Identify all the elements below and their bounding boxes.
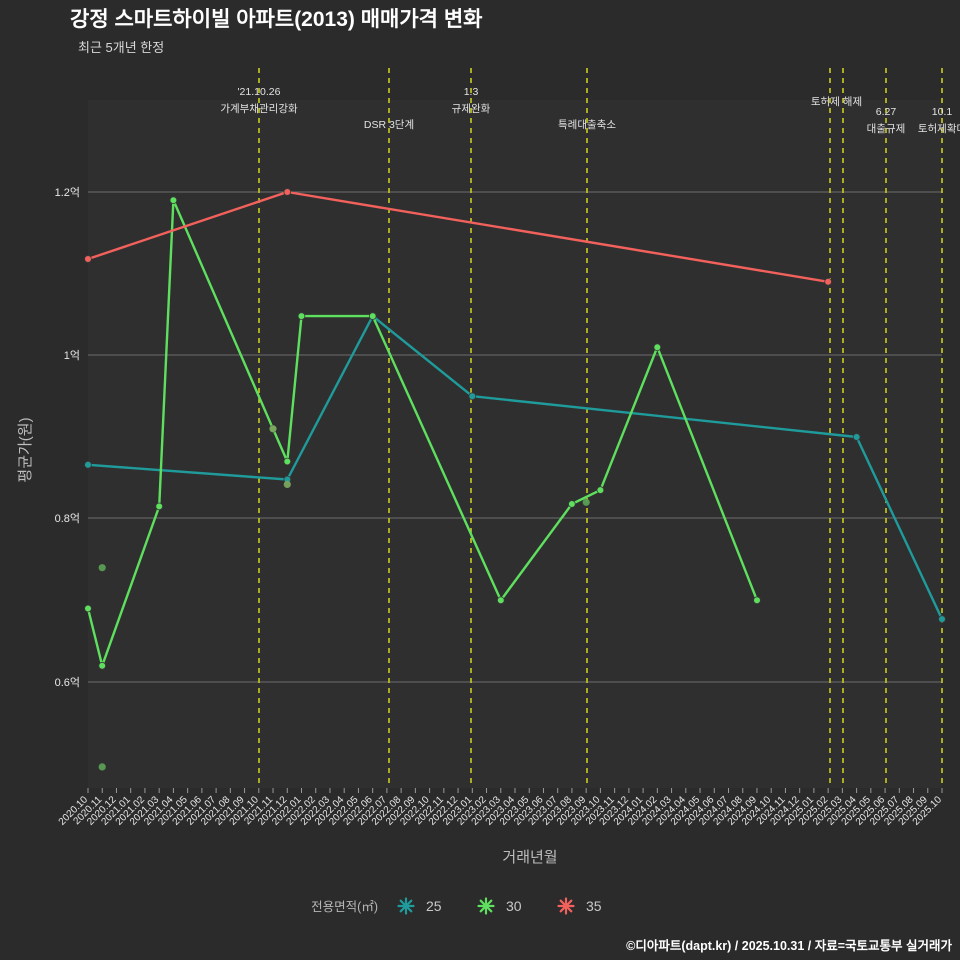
legend-item-25[interactable]: 25 <box>397 897 442 915</box>
data-point-25 <box>84 460 92 469</box>
chart-subtitle: 최근 5개년 한정 <box>78 40 164 55</box>
page-title: 강정 스마트하이빌 아파트(2013) 매매가격 변화 <box>70 8 483 31</box>
event-vertical-lines-group <box>258 68 943 788</box>
data-point-30 <box>98 661 106 670</box>
legend-marker-icon <box>399 899 413 913</box>
data-point-30 <box>496 596 505 605</box>
ann-dsr-stage3-label: DSR 3단계 <box>364 119 414 131</box>
data-point-30 <box>297 312 306 320</box>
y-axis-tick-label: 1.2억 <box>55 186 80 199</box>
data-point-30 <box>568 500 576 508</box>
legend-marker-icon <box>479 899 493 913</box>
legend-marker-icon <box>559 899 573 913</box>
scatter-point-30 <box>98 763 106 771</box>
data-point-30 <box>596 486 605 494</box>
data-point-30 <box>155 502 164 511</box>
y-axis-tick-label: 0.6억 <box>55 676 80 689</box>
ann-toheoje-expand-label: 10.1 <box>932 106 953 118</box>
data-point-30 <box>169 196 178 205</box>
series-line-25 <box>86 314 944 621</box>
scatter-points-group <box>98 425 590 771</box>
ann-toheoje-release-label: 토허제 해제 <box>811 95 862 108</box>
scatter-point-30 <box>98 564 106 572</box>
data-point-35 <box>824 277 832 286</box>
data-point-25 <box>938 615 946 623</box>
legend-label: 25 <box>426 898 442 914</box>
ann-special-loan-cut-label: 특례대출축소 <box>558 119 616 131</box>
data-point-35 <box>283 188 292 196</box>
x-axis-ticks-group <box>87 788 943 793</box>
data-point-35 <box>84 255 92 263</box>
ann-toheoje-expand-label: 토허제확대 <box>918 122 960 135</box>
legend-item-35[interactable]: 35 <box>557 897 602 915</box>
ann-deregulation-label: 1.3 <box>464 86 479 98</box>
ann-deregulation-label: 규제완화 <box>452 102 491 115</box>
legend-title: 전용면적(㎡) <box>311 900 378 914</box>
plot-area-background <box>88 100 942 788</box>
ann-loan-regulation-label: 6.27 <box>876 106 897 118</box>
data-point-30 <box>368 312 377 320</box>
data-point-30 <box>84 604 92 613</box>
data-point-25 <box>468 392 477 401</box>
ann-household-debt-label: 가계부채관리강화 <box>220 103 298 115</box>
data-series-group <box>84 188 946 670</box>
data-point-30 <box>283 457 292 466</box>
y-axis-labels-group: 1.2억 1억 0.8억 0.6억 <box>55 186 80 689</box>
legend-label: 30 <box>506 898 522 914</box>
scatter-point-30 <box>283 480 291 488</box>
y-axis-title: 평균가(원) <box>17 417 34 482</box>
scatter-point-30 <box>582 498 590 506</box>
scatter-point-30 <box>269 425 277 433</box>
legend-item-30[interactable]: 30 <box>477 897 522 915</box>
ann-loan-regulation-label: 대출규제 <box>867 123 906 135</box>
legend: 전용면적(㎡) 25 30 35 <box>311 897 602 915</box>
legend-label: 35 <box>586 898 602 914</box>
y-axis-tick-label: 0.8억 <box>55 512 80 525</box>
data-point-25 <box>852 433 861 441</box>
x-axis-title: 거래년월 <box>502 849 557 866</box>
footer-credit: ©디아파트(dapt.kr) / 2025.10.31 / 자료=국토교통부 실… <box>626 938 952 953</box>
ann-household-debt-label: '21.10.26 <box>238 86 281 98</box>
gridlines-group <box>88 191 942 683</box>
data-point-30 <box>753 596 761 605</box>
data-point-30 <box>653 343 662 352</box>
y-axis-tick-label: 1억 <box>64 349 80 362</box>
